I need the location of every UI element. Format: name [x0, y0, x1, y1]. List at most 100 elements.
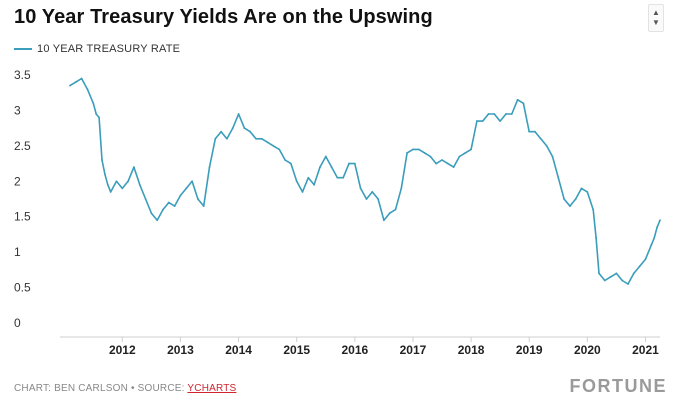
data-point [621, 279, 624, 282]
data-point [115, 180, 118, 183]
data-point [563, 198, 565, 200]
data-point [220, 130, 223, 133]
data-point [580, 187, 583, 190]
data-point [127, 180, 130, 183]
data-point [330, 166, 333, 169]
data-point [101, 159, 103, 161]
data-point [359, 187, 362, 190]
data-point [98, 116, 100, 119]
x-tick-label: 2012 [109, 343, 136, 357]
data-point [255, 137, 257, 140]
y-tick-label: 2.5 [14, 139, 31, 153]
data-point [144, 198, 147, 200]
data-point [74, 81, 77, 83]
data-point [435, 162, 438, 165]
x-axis: 2012 2013 2014 2015 2016 2017 2018 2019 2020 2021 [60, 336, 660, 357]
chart-title: 10 Year Treasury Yields Are on the Upswi… [14, 6, 433, 28]
legend-swatch-icon [14, 48, 32, 50]
data-point [133, 166, 135, 169]
y-tick-label: 1 [14, 245, 21, 259]
data-point [412, 148, 414, 151]
data-point [121, 187, 124, 190]
data-point [423, 152, 426, 154]
data-point [522, 102, 525, 105]
data-point [638, 265, 641, 268]
scroll-control[interactable]: ▲ ▼ [648, 4, 664, 32]
data-point [365, 198, 368, 200]
x-tick-label: 2014 [225, 343, 252, 357]
data-point [615, 272, 618, 275]
data-point [557, 176, 560, 179]
data-point [586, 191, 589, 193]
data-point [208, 166, 211, 169]
fortune-logo: FORTUNE [569, 376, 667, 396]
data-point [493, 113, 496, 115]
data-point [452, 166, 455, 169]
data-point [295, 180, 298, 183]
x-tick-label: 2020 [574, 343, 601, 357]
y-tick-label: 3.5 [14, 68, 31, 82]
data-point [551, 155, 554, 158]
data-point [481, 120, 484, 122]
source-link[interactable]: YCHARTS [187, 383, 237, 394]
data-point [377, 198, 379, 200]
y-tick-label: 1.5 [14, 210, 31, 224]
y-tick-label: 2 [14, 174, 21, 188]
data-point [95, 113, 98, 115]
data-point [644, 258, 647, 261]
data-point [179, 194, 182, 197]
data-point [475, 120, 478, 122]
data-point [353, 162, 356, 165]
data-point [528, 130, 531, 133]
data-point [226, 137, 228, 140]
x-tick-label: 2018 [458, 343, 485, 357]
data-point [382, 219, 385, 222]
y-tick-label: 0 [14, 316, 21, 330]
data-point [348, 162, 350, 165]
data-point [92, 102, 95, 105]
x-tick-label: 2019 [516, 343, 543, 357]
data-point [289, 162, 292, 165]
data-point [394, 208, 397, 211]
data-point [243, 127, 246, 130]
data-point [627, 283, 629, 285]
data-point [510, 113, 513, 115]
data-point [609, 276, 612, 278]
y-tick-label: 0.5 [14, 281, 31, 295]
data-point [441, 159, 443, 161]
data-point [260, 137, 263, 140]
data-point [574, 198, 577, 200]
data-point [632, 272, 635, 275]
scroll-up-icon[interactable]: ▲ [652, 8, 660, 17]
data-point [545, 144, 548, 147]
data-point [185, 187, 188, 190]
data-point [569, 205, 571, 207]
data-point [214, 137, 217, 140]
data-point [458, 155, 461, 158]
data-point [470, 148, 472, 151]
data-point [301, 191, 304, 193]
y-axis: 0 0.5 1 1.5 2 2.5 3 3.5 [14, 68, 31, 330]
data-point [371, 191, 374, 193]
x-tick-label: 2021 [632, 343, 659, 357]
chart-legend: 10 YEAR TREASURY RATE [14, 43, 180, 55]
data-point [417, 148, 420, 151]
data-point [406, 152, 409, 154]
data-point [266, 141, 269, 144]
scroll-down-icon[interactable]: ▼ [652, 18, 660, 27]
chart-credit: CHART: BEN CARLSON • SOURCE: YCHARTS [14, 383, 236, 394]
data-point [499, 120, 502, 122]
y-tick-label: 3 [14, 103, 21, 117]
data-point [69, 84, 71, 87]
x-tick-label: 2017 [400, 343, 427, 357]
data-point [106, 183, 109, 186]
data-point [138, 183, 141, 186]
data-point [249, 130, 252, 133]
data-point [603, 279, 606, 282]
data-point [80, 77, 83, 80]
data-point [319, 166, 321, 169]
data-point [659, 219, 661, 222]
data-point [272, 144, 275, 147]
data-point [156, 219, 159, 222]
